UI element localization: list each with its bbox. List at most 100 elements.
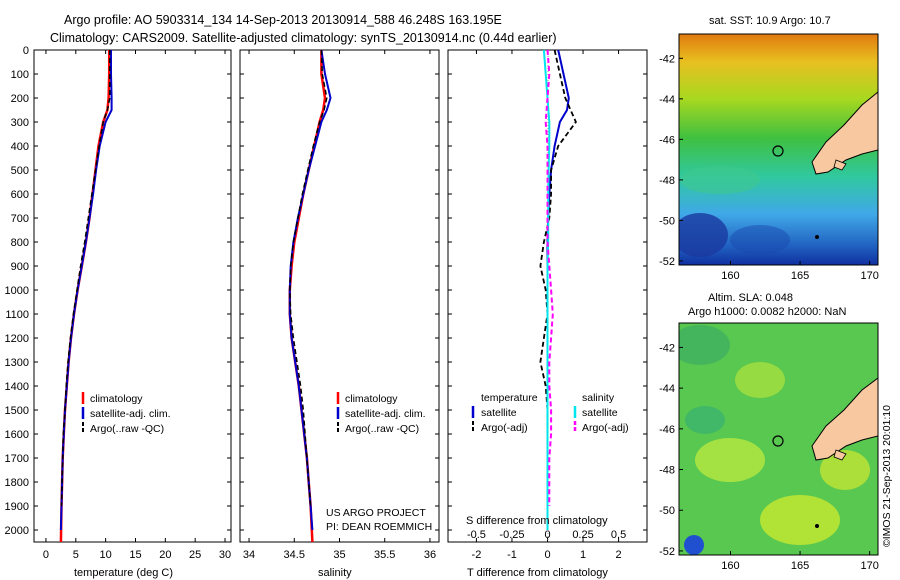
imos-footer: ©IMOS 21-Sep-2013 20:01:10: [881, 405, 893, 547]
legend-label-temp-argo: Argo(-adj): [481, 422, 528, 434]
difference-lines: [539, 49, 577, 530]
x-tick-label: 30: [219, 549, 231, 561]
x-tick-label-top: -0.5: [467, 529, 486, 541]
sla-map-title2: Argo h1000: 0.0082 h2000: NaN: [688, 306, 846, 318]
depth-tick-label: 1200: [5, 333, 29, 345]
map-lat-label: -44: [659, 383, 675, 395]
temperature-x-axis: 0 5 10 15 20 25 30: [43, 50, 231, 561]
difference-xlabel-top: S difference from climatology: [466, 515, 608, 527]
sla-map-title1: Altim. SLA: 0.048: [708, 292, 793, 304]
x-tick-label: 34.5: [284, 549, 305, 561]
header-line2: Climatology: CARS2009. Satellite-adjuste…: [50, 31, 557, 45]
depth-tick-label: 100: [11, 69, 29, 81]
land-auckland-islands: [815, 524, 819, 528]
x-tick-label: -1: [507, 549, 517, 561]
depth-tick-label: 500: [11, 165, 29, 177]
legend-label-climatology: climatology: [90, 393, 143, 405]
map-lon-label: 160: [721, 560, 739, 572]
depth-tick-label: 1000: [5, 285, 29, 297]
map-lat-label: -52: [659, 546, 675, 558]
x-tick-label: 0: [544, 549, 550, 561]
legend-title-temperature: temperature: [481, 392, 538, 404]
depth-tick-label: 0: [23, 45, 29, 57]
sla-patch: [820, 450, 870, 490]
map-lon-label: 170: [860, 270, 878, 282]
x-tick-label: 1: [580, 549, 586, 561]
land-south-island: [811, 377, 878, 461]
salinity-panel-frame: [239, 49, 440, 543]
depth-tick-label: 2000: [5, 525, 29, 537]
temperature-xlabel: temperature (deg C): [74, 567, 173, 579]
legend-label-argo: Argo(..raw -QC): [90, 423, 164, 435]
project-note: US ARGO PROJECT: [326, 507, 426, 519]
sla-low-patch: [684, 535, 704, 555]
x-tick-label: 15: [129, 549, 141, 561]
sla-patch: [695, 438, 765, 482]
salinity-legend: climatology satellite-adj. clim. Argo(..…: [336, 392, 426, 435]
series-line-1: [288, 49, 332, 531]
sst-patch: [680, 166, 760, 194]
x-tick-label-top: 0.25: [572, 529, 593, 541]
sla-patch: [735, 362, 785, 398]
legend-label-sal-satellite: satellite: [582, 407, 618, 419]
map-lon-label: 165: [791, 560, 809, 572]
depth-tick-label: 1700: [5, 453, 29, 465]
depth-tick-label: 800: [11, 237, 29, 249]
depth-tick-label: 1800: [5, 477, 29, 489]
depth-tick-label: 1300: [5, 357, 29, 369]
x-tick-label: 35: [333, 549, 345, 561]
depth-tick-label: 1600: [5, 429, 29, 441]
series-line-3: [544, 49, 554, 506]
series-line-1: [59, 50, 113, 531]
map-lat-label: -52: [659, 256, 675, 268]
pi-note: PI: DEAN ROEMMICH: [326, 521, 432, 533]
map-lat-label: -48: [659, 175, 675, 187]
argo-position-marker: [772, 145, 784, 157]
depth-tick-label: 1900: [5, 501, 29, 513]
series-line-0: [546, 49, 570, 482]
legend-label-climatology: climatology: [345, 393, 398, 405]
map-lon-label: 165: [791, 270, 809, 282]
series-line-2: [542, 49, 551, 530]
sst-map-frame: [678, 33, 879, 266]
depth-tick-label: 1400: [5, 381, 29, 393]
map-lat-label: -44: [659, 94, 675, 106]
series-line-2: [60, 50, 111, 507]
difference-x-axis: -2 -1 0 1 2 -0.5 -0.25 0 0.25 0.5: [467, 50, 626, 561]
x-tick-label-top: 0.5: [611, 529, 626, 541]
map-lat-label: -42: [659, 342, 675, 354]
series-line-0: [59, 50, 111, 543]
x-tick-label: 2: [616, 549, 622, 561]
sst-map-axes: -42 -44 -46 -48 -50 -52 160 165 170: [659, 53, 879, 282]
depth-tick-label: 1100: [5, 309, 29, 321]
series-line-2: [289, 49, 328, 507]
depth-axis: 0 100 200 300 400 500 600 700 800 900 1000 1100 1200…: [5, 45, 647, 537]
map-lat-label: -50: [659, 505, 675, 517]
salinity-xlabel: salinity: [318, 567, 352, 579]
sla-patch: [685, 406, 725, 434]
temperature-legend: climatology satellite-adj. clim. Argo(..…: [81, 392, 171, 435]
x-tick-label-top: -0.25: [499, 529, 524, 541]
argo-position-marker: [772, 435, 784, 447]
land-auckland-islands: [815, 235, 819, 239]
map-lat-label: -50: [659, 215, 675, 227]
x-tick-label: 0: [43, 549, 49, 561]
map-lat-label: -42: [659, 53, 675, 65]
x-tick-label: 20: [159, 549, 171, 561]
sla-patch: [760, 495, 840, 545]
sst-map: [679, 34, 878, 265]
header-line1: Argo profile: AO 5903314_134 14-Sep-2013…: [64, 13, 502, 27]
sst-cold-patch: [679, 213, 728, 257]
land-stewart-island: [833, 449, 847, 461]
temperature-panel-frame: [33, 49, 232, 543]
land-stewart-island: [833, 159, 847, 171]
sla-patch: [679, 325, 730, 365]
x-tick-label: 10: [100, 549, 112, 561]
map-lat-label: -48: [659, 465, 675, 477]
map-lat-label: -46: [659, 424, 675, 436]
map-lat-label: -46: [659, 134, 675, 146]
legend-label-argo: Argo(..raw -QC): [345, 423, 419, 435]
sst-map-title: sat. SST: 10.9 Argo: 10.7: [709, 15, 831, 27]
x-tick-label-top: 0: [544, 529, 550, 541]
